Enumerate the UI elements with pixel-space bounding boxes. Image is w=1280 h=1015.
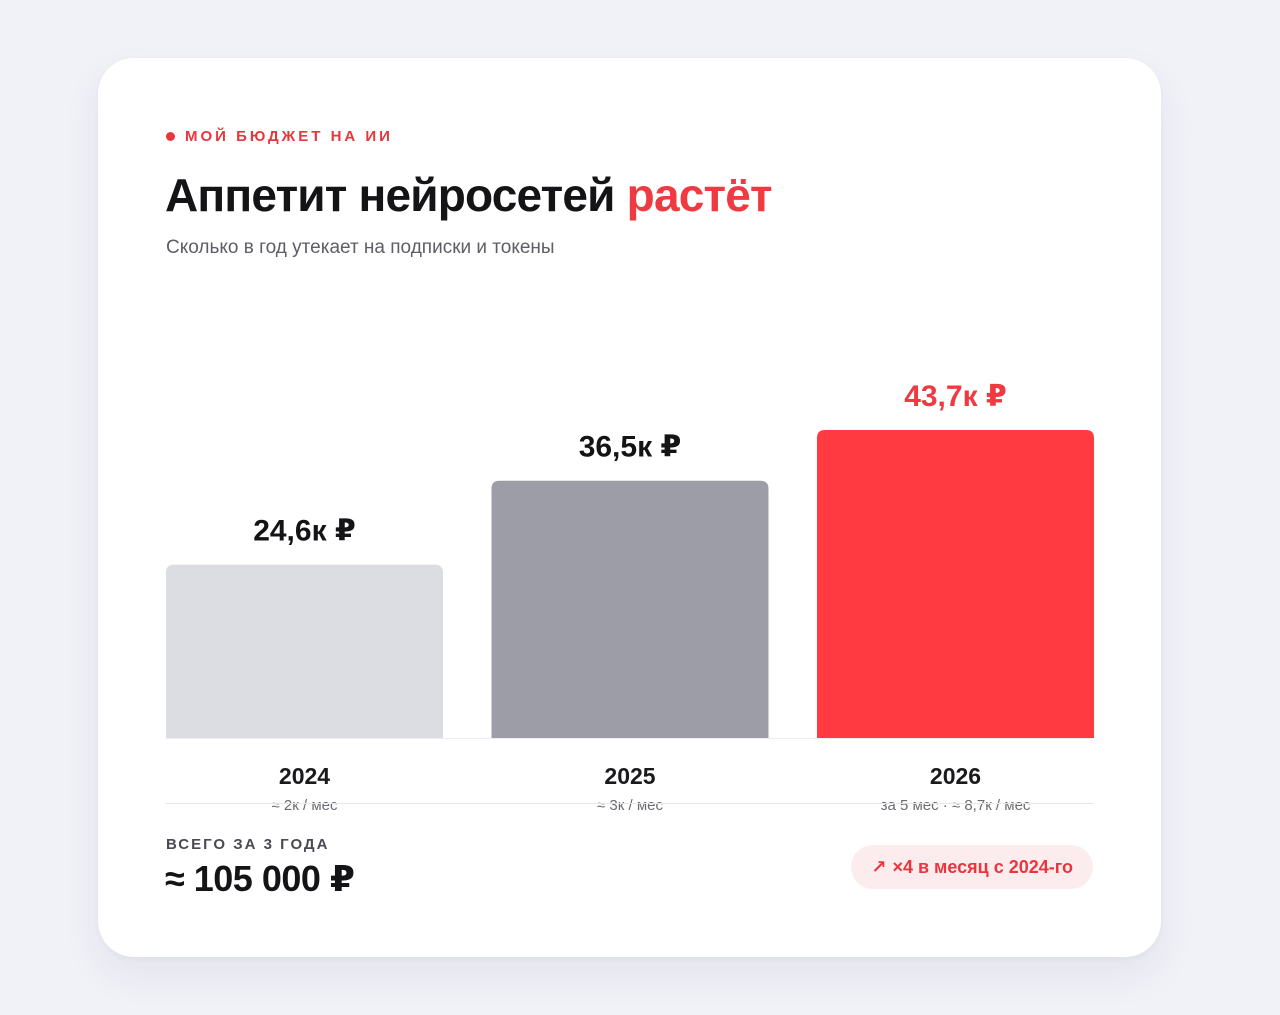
x-tick-label-2026: 2026 — [930, 763, 981, 789]
growth-badge: ↗ ×4 в месяц с 2024-го — [851, 845, 1093, 889]
kicker-label: МОЙ БЮДЖЕТ НА ИИ — [185, 128, 393, 145]
kicker: МОЙ БЮДЖЕТ НА ИИ — [166, 128, 393, 145]
bar-chart-svg: 24,6к ₽ 2024 ≈ 2к / мес 36,5к ₽ 2025 ≈ 3к / м… — [166, 380, 1094, 814]
bar-2024 — [166, 564, 443, 738]
total-value: ≈ 105 000 ₽ — [165, 858, 355, 899]
bar-value-label-2024: 24,6к ₽ — [253, 515, 356, 548]
arrow-up-right-icon: ↗ — [871, 856, 887, 877]
bar-value-label-2026: 43,7к ₽ — [904, 380, 1007, 413]
title-accent: растёт — [626, 169, 773, 221]
title-main: Аппетит нейросетей — [165, 169, 615, 221]
kicker-dot-icon — [166, 132, 175, 141]
bar-note-2025: ≈ 3к / мес — [597, 797, 663, 814]
x-tick-label-2024: 2024 — [279, 763, 330, 789]
x-tick-label-2025: 2025 — [604, 763, 655, 789]
divider — [166, 803, 1094, 804]
bar-note-2026: за 5 мес · ≈ 8,7к / мес — [881, 797, 1031, 814]
budget-card: МОЙ БЮДЖЕТ НА ИИ Аппетит нейросетей раст… — [98, 58, 1161, 957]
bar-value-label-2025: 36,5к ₽ — [579, 431, 682, 464]
chart-title: Аппетит нейросетей растёт — [165, 168, 773, 222]
chart-subtitle: Сколько в год утекает на подписки и токе… — [166, 237, 555, 258]
bar-note-2024: ≈ 2к / мес — [272, 797, 338, 814]
bar-chart: 24,6к ₽ 2024 ≈ 2к / мес 36,5к ₽ 2025 ≈ 3к / м… — [166, 308, 1094, 814]
bar-2025 — [491, 480, 769, 738]
bar-2026 — [817, 430, 1094, 738]
total-label: ВСЕГО ЗА 3 ГОДА — [166, 836, 330, 853]
growth-text: ×4 в месяц с 2024-го — [892, 856, 1073, 877]
